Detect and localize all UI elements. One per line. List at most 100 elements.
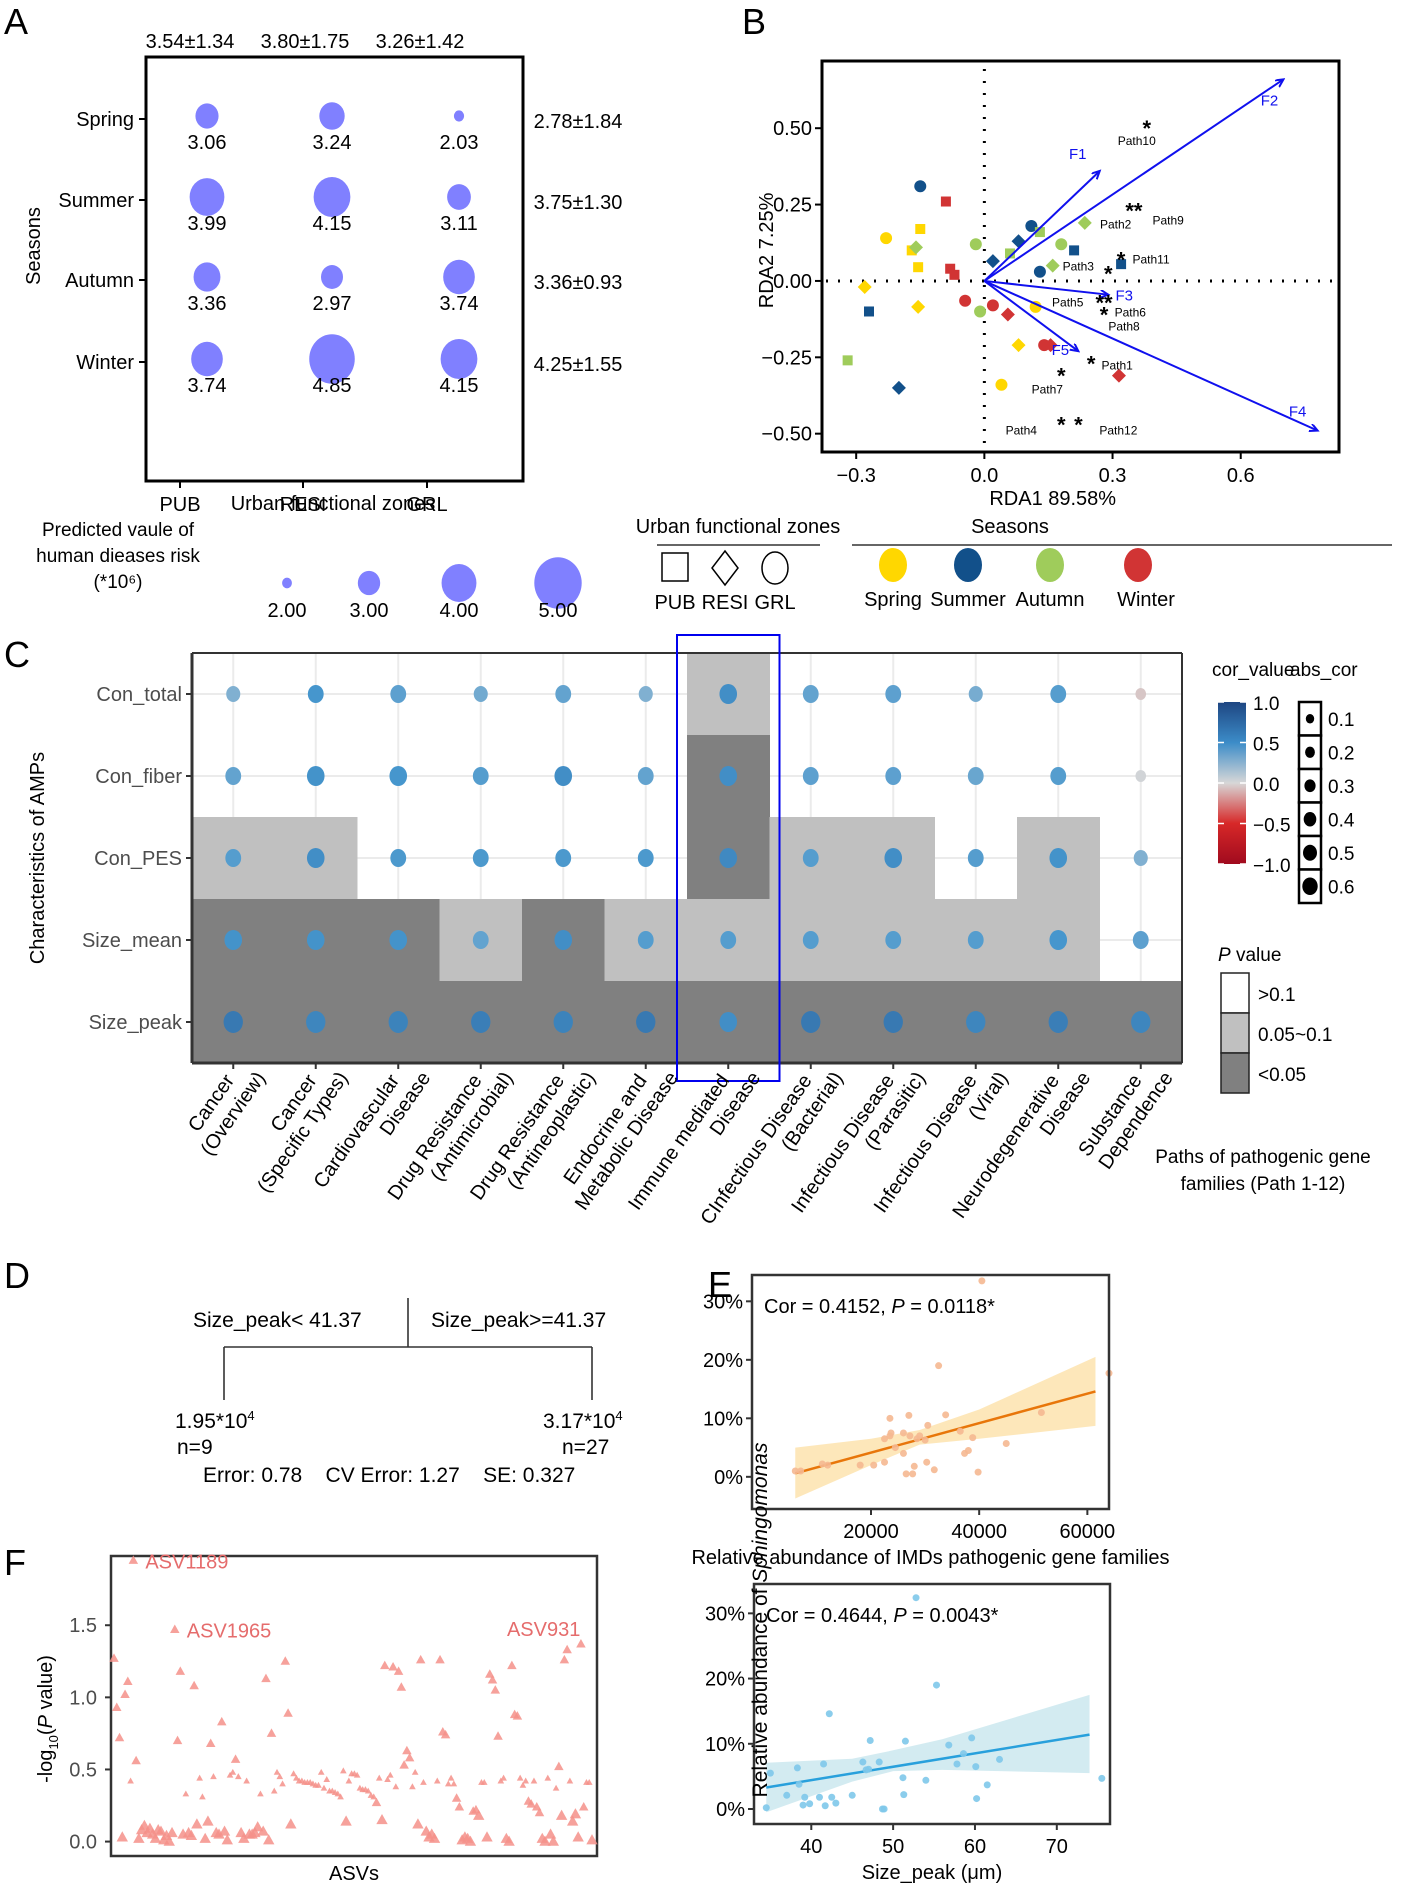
size-legend-label: 5.00 bbox=[539, 600, 578, 622]
correlation-dot bbox=[390, 685, 407, 703]
path-label: Path5 bbox=[1052, 295, 1084, 309]
x-tick-label: GRL bbox=[406, 494, 447, 516]
data-point bbox=[899, 1449, 907, 1457]
correlation-dot bbox=[1049, 930, 1068, 950]
asv-triangle bbox=[257, 1790, 264, 1797]
data-point bbox=[856, 1461, 864, 1469]
abs-legend-label: 0.2 bbox=[1328, 744, 1354, 765]
path-label: Path1 bbox=[1102, 358, 1134, 372]
risk-bubble bbox=[313, 177, 351, 217]
asv-triangle bbox=[166, 1826, 178, 1838]
size-legend-label: 2.00 bbox=[268, 600, 307, 622]
correlation-dot bbox=[388, 1011, 408, 1033]
y-tick-label: 20% bbox=[705, 1669, 745, 1691]
plot-frame bbox=[750, 1273, 1111, 1511]
correlation-dot bbox=[473, 686, 488, 702]
asv-triangle bbox=[293, 1774, 300, 1781]
leaf-left-base: 1.95*10 bbox=[175, 1410, 247, 1433]
data-point bbox=[912, 1594, 920, 1602]
data-point bbox=[906, 1432, 914, 1440]
leaf-left-exp: 4 bbox=[247, 1408, 254, 1423]
data-point bbox=[793, 1764, 801, 1772]
asv-triangle bbox=[454, 1801, 465, 1811]
data-point bbox=[900, 1791, 908, 1799]
path-marker-asterisk: * bbox=[1100, 303, 1109, 328]
asv-triangle bbox=[199, 1832, 211, 1843]
asv-triangle bbox=[428, 1832, 441, 1843]
asv-triangle bbox=[433, 1777, 441, 1784]
correlation-dot bbox=[802, 685, 819, 703]
path-marker-asterisk: * bbox=[1117, 248, 1126, 273]
bubble-value-label: 4.85 bbox=[313, 375, 352, 397]
risk-bubble bbox=[321, 265, 343, 289]
sample-diamond bbox=[1043, 338, 1058, 353]
asv-triangle bbox=[172, 1735, 183, 1745]
asv-triangle bbox=[399, 1760, 409, 1769]
y-tick-label: 30% bbox=[703, 1291, 743, 1313]
arrow-label: F3 bbox=[1116, 288, 1134, 305]
correlation-dot bbox=[555, 849, 572, 867]
arrow-label: F2 bbox=[1261, 92, 1279, 109]
season-legend-swatch bbox=[1036, 548, 1064, 582]
bubble-value-label: 2.03 bbox=[440, 132, 479, 154]
arrow-label: F5 bbox=[1052, 342, 1070, 359]
x-tick-label: RESI bbox=[280, 494, 327, 516]
season-legend-label: Summer bbox=[930, 589, 1006, 611]
y-tick-label: 10% bbox=[703, 1408, 743, 1430]
correlation-dot bbox=[719, 848, 738, 868]
asv-triangle bbox=[133, 1832, 145, 1843]
asv-triangle bbox=[196, 1774, 203, 1781]
abs-legend-dot bbox=[1303, 812, 1317, 827]
asv-triangle bbox=[163, 1835, 175, 1846]
risk-bubble bbox=[319, 102, 345, 130]
season-legend-swatch bbox=[879, 548, 907, 582]
asv-triangle bbox=[283, 1708, 293, 1717]
asv-triangle bbox=[123, 1676, 133, 1685]
path-marker-asterisk: * bbox=[1095, 290, 1104, 315]
correlation-dot bbox=[226, 686, 241, 702]
size-legend-label: 3.00 bbox=[350, 600, 389, 622]
column-label: Endocrine andMetabolic Disease bbox=[551, 1054, 682, 1214]
data-point bbox=[766, 1769, 774, 1777]
asv-triangle bbox=[585, 1778, 593, 1785]
regression-line bbox=[766, 1733, 1090, 1789]
sample-diamond bbox=[891, 380, 906, 395]
asv-triangle bbox=[519, 1781, 527, 1788]
sample-square bbox=[915, 224, 926, 235]
correlation-dot bbox=[967, 849, 984, 867]
asv-triangle bbox=[554, 1761, 564, 1771]
asv-triangle bbox=[539, 1835, 551, 1846]
correlation-dot bbox=[554, 766, 573, 786]
asv-annotation: ASV1189 bbox=[145, 1551, 228, 1573]
abs-legend-label: 0.6 bbox=[1328, 878, 1354, 899]
data-point bbox=[818, 1460, 826, 1468]
asv-triangle bbox=[447, 1774, 455, 1781]
y-axis-title: RDA2 7.25% bbox=[756, 192, 778, 308]
path-label: Path6 bbox=[1115, 305, 1147, 319]
correlation-dot bbox=[802, 931, 819, 949]
correlation-dot bbox=[719, 766, 738, 786]
data-point bbox=[905, 1411, 913, 1419]
correlation-dot bbox=[223, 1011, 243, 1033]
plot-frame bbox=[752, 1582, 1112, 1826]
asv-triangle bbox=[547, 1835, 560, 1846]
asv-triangle bbox=[503, 1835, 515, 1846]
sample-square bbox=[842, 355, 853, 366]
asv-triangle bbox=[440, 1729, 451, 1739]
asv-triangle bbox=[210, 1773, 217, 1780]
asv-triangle bbox=[572, 1831, 584, 1842]
legend-shape-circle bbox=[761, 551, 789, 585]
asv-triangle bbox=[114, 1732, 125, 1742]
asv-triangle bbox=[285, 1818, 297, 1829]
column-label: Drug Resistance(Antimicrobial) bbox=[384, 1054, 518, 1218]
leaf-left-value: 1.95*104 bbox=[175, 1408, 255, 1433]
x-tick-label: 50 bbox=[882, 1836, 904, 1858]
asv-triangle bbox=[555, 1809, 568, 1820]
panel-a-bubble-chart: Spring 2.78±1.84 Summer 3.75±1.30 Autumn 3.36… bbox=[23, 31, 622, 622]
env-arrow bbox=[983, 79, 1283, 282]
panel-e-top-regression: 20000 40000 60000 0% 10% 20% 30% Cor = 0.4152, … bbox=[691, 1273, 1170, 1569]
data-point bbox=[880, 1805, 888, 1813]
correlation-dot bbox=[885, 685, 902, 703]
correlation-dot bbox=[389, 766, 408, 786]
